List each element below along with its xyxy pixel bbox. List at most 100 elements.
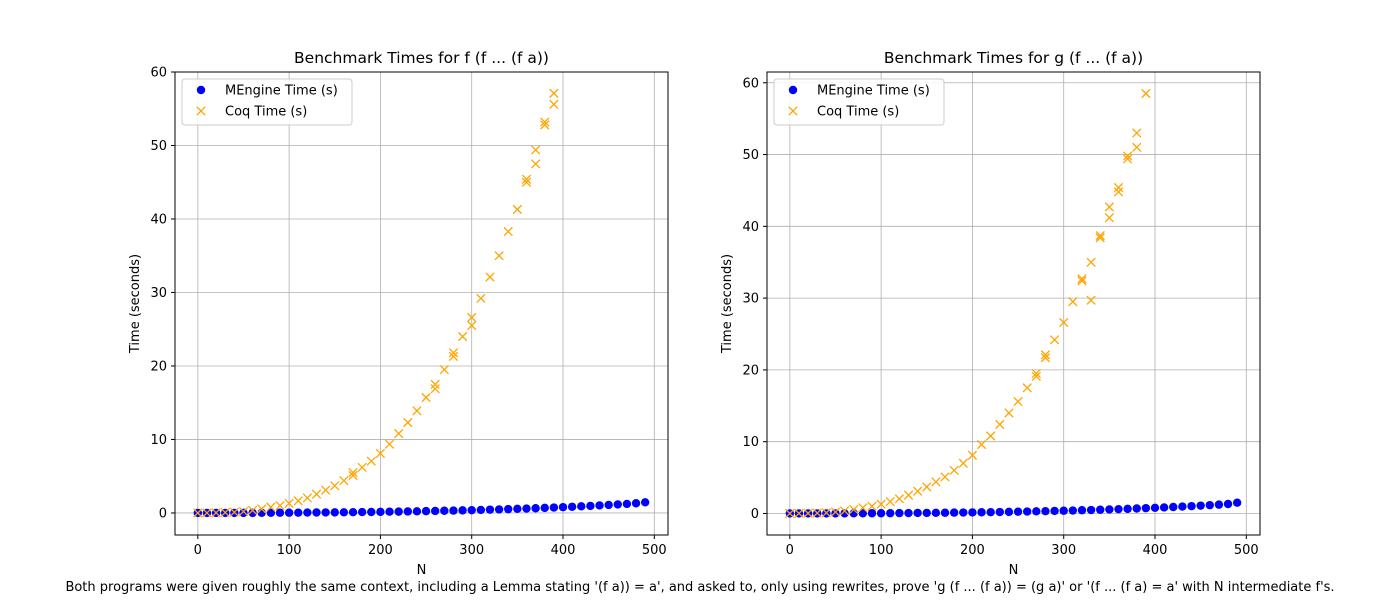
data-point-mengine bbox=[1050, 506, 1059, 516]
data-point-coq bbox=[949, 465, 959, 476]
data-point-mengine bbox=[931, 508, 941, 518]
data-point-mengine bbox=[595, 501, 604, 510]
data-point-coq bbox=[1095, 231, 1105, 241]
data-point-coq bbox=[976, 439, 987, 450]
y-axis-label: Time (seconds) bbox=[128, 254, 143, 354]
y-tick-label: 60 bbox=[150, 66, 167, 81]
data-point-coq bbox=[467, 320, 477, 331]
data-point-coq bbox=[894, 494, 905, 504]
data-point-mengine bbox=[321, 508, 330, 517]
data-point-coq bbox=[439, 364, 449, 375]
x-tick-label: 200 bbox=[960, 543, 985, 558]
data-point-mengine bbox=[549, 503, 559, 512]
x-axis-label: N bbox=[417, 563, 427, 578]
data-point-coq bbox=[448, 351, 459, 362]
data-point-coq bbox=[403, 417, 413, 428]
x-tick-label: 0 bbox=[786, 543, 794, 558]
data-point-coq bbox=[448, 348, 459, 358]
x-tick-label: 500 bbox=[1234, 543, 1259, 558]
data-point-mengine bbox=[1232, 498, 1242, 507]
y-tick-label: 40 bbox=[150, 212, 167, 227]
legend-marker-mengine bbox=[196, 85, 206, 95]
data-point-mengine bbox=[986, 507, 995, 517]
data-point-mengine bbox=[968, 508, 977, 517]
data-point-mengine bbox=[604, 500, 613, 510]
y-axis-label: Time (seconds) bbox=[720, 254, 735, 354]
data-point-coq bbox=[530, 145, 541, 155]
series-mengine bbox=[785, 498, 1242, 518]
legend-label: Coq Time (s) bbox=[225, 105, 307, 120]
data-point-mengine bbox=[504, 504, 513, 514]
legend-box bbox=[773, 78, 945, 126]
legend-label: MEngine Time (s) bbox=[817, 84, 930, 99]
data-point-coq bbox=[339, 475, 349, 486]
data-point-mengine bbox=[385, 507, 394, 516]
data-point-mengine bbox=[831, 509, 840, 518]
data-point-mengine bbox=[904, 508, 913, 518]
data-point-coq bbox=[530, 159, 541, 169]
data-point-coq bbox=[320, 485, 331, 495]
data-point-mengine bbox=[1032, 507, 1041, 516]
data-point-mengine bbox=[1068, 506, 1078, 515]
data-point-mengine bbox=[1178, 502, 1187, 511]
data-point-coq bbox=[1132, 128, 1142, 138]
data-point-coq bbox=[467, 312, 477, 323]
data-point-coq bbox=[430, 384, 440, 394]
data-point-coq bbox=[922, 482, 932, 492]
y-tick-label: 0 bbox=[159, 506, 167, 521]
data-point-mengine bbox=[1150, 503, 1160, 512]
data-point-mengine bbox=[867, 509, 877, 518]
data-point-mengine bbox=[266, 508, 276, 518]
data-point-coq bbox=[421, 392, 431, 403]
y-tick-label: 40 bbox=[742, 220, 759, 235]
data-point-coq bbox=[1141, 88, 1151, 99]
data-point-coq bbox=[348, 470, 358, 481]
data-point-mengine bbox=[1196, 501, 1205, 510]
legend-label: Coq Time (s) bbox=[817, 105, 899, 120]
data-point-coq bbox=[247, 505, 258, 516]
data-point-mengine bbox=[1041, 506, 1050, 516]
data-point-mengine bbox=[376, 507, 385, 517]
legend-marker-coq bbox=[196, 106, 206, 116]
data-point-coq bbox=[1132, 142, 1142, 153]
data-point-coq bbox=[540, 117, 550, 127]
data-point-coq bbox=[1040, 353, 1051, 363]
data-point-mengine bbox=[294, 508, 303, 517]
data-point-coq bbox=[967, 450, 978, 460]
data-point-coq bbox=[512, 204, 523, 215]
data-point-mengine bbox=[949, 508, 959, 517]
y-tick-label: 50 bbox=[150, 139, 167, 154]
data-point-mengine bbox=[1022, 507, 1032, 516]
data-point-mengine bbox=[522, 504, 531, 513]
data-point-coq bbox=[229, 507, 240, 517]
data-point-coq bbox=[1004, 408, 1014, 418]
data-point-mengine bbox=[284, 508, 294, 517]
data-point-mengine bbox=[913, 508, 922, 518]
data-point-mengine bbox=[1159, 503, 1169, 512]
chart-g-benchmark: 0 100 200 300 400 500 0 10 20 30 40 50 60 Benchmark T… bbox=[720, 49, 1261, 578]
data-point-mengine bbox=[467, 505, 476, 515]
data-point-coq bbox=[357, 462, 367, 473]
data-point-mengine bbox=[1205, 500, 1214, 510]
legend-label: MEngine Time (s) bbox=[225, 84, 338, 99]
data-point-mengine bbox=[940, 508, 950, 517]
data-point-coq bbox=[986, 431, 996, 441]
data-point-coq bbox=[485, 272, 495, 282]
data-point-coq bbox=[867, 501, 877, 511]
data-point-mengine bbox=[1214, 500, 1224, 509]
data-point-mengine bbox=[357, 507, 367, 517]
legend: MEngine Time (s) Coq Time (s) bbox=[773, 78, 945, 126]
data-point-mengine bbox=[513, 504, 522, 514]
data-point-coq bbox=[885, 496, 895, 507]
data-point-mengine bbox=[394, 507, 403, 516]
data-point-coq bbox=[457, 331, 468, 342]
plot-frame bbox=[766, 71, 1261, 536]
data-point-coq bbox=[849, 504, 859, 515]
data-point-coq bbox=[193, 508, 203, 518]
data-point-mengine bbox=[858, 509, 868, 518]
data-point-coq bbox=[366, 456, 376, 466]
y-tick-label: 30 bbox=[150, 286, 167, 301]
data-point-mengine bbox=[412, 507, 422, 516]
x-tick-label: 300 bbox=[459, 543, 484, 558]
data-point-coq bbox=[238, 506, 249, 517]
